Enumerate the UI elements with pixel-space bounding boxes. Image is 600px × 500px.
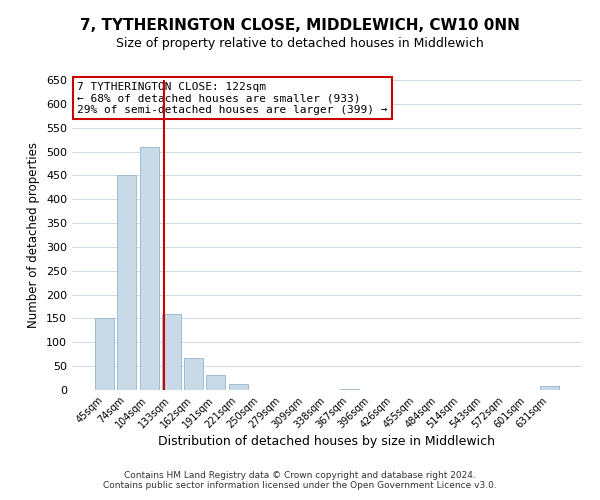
Bar xyxy=(162,314,181,390)
Y-axis label: Number of detached properties: Number of detached properties xyxy=(28,142,40,328)
X-axis label: Distribution of detached houses by size in Middlewich: Distribution of detached houses by size … xyxy=(158,436,496,448)
Bar xyxy=(95,318,114,390)
Text: 7 TYTHERINGTON CLOSE: 122sqm
← 68% of detached houses are smaller (933)
29% of s: 7 TYTHERINGTON CLOSE: 122sqm ← 68% of de… xyxy=(77,82,388,115)
Bar xyxy=(229,384,248,390)
Text: Size of property relative to detached houses in Middlewich: Size of property relative to detached ho… xyxy=(116,38,484,51)
Bar xyxy=(184,358,203,390)
Bar xyxy=(118,176,136,390)
Bar xyxy=(140,147,158,390)
Bar xyxy=(206,374,225,390)
Bar xyxy=(540,386,559,390)
Text: Contains HM Land Registry data © Crown copyright and database right 2024.
Contai: Contains HM Land Registry data © Crown c… xyxy=(103,470,497,490)
Text: 7, TYTHERINGTON CLOSE, MIDDLEWICH, CW10 0NN: 7, TYTHERINGTON CLOSE, MIDDLEWICH, CW10 … xyxy=(80,18,520,32)
Bar xyxy=(340,388,359,390)
